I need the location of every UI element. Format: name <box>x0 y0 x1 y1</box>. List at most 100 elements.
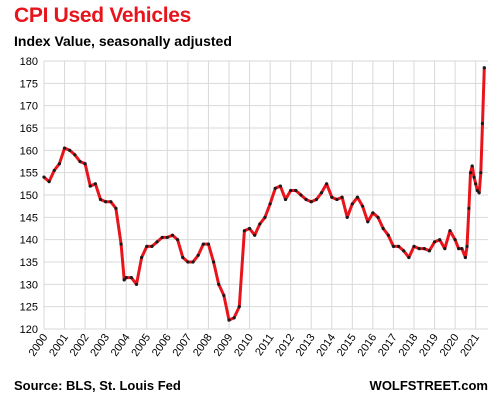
data-point <box>475 188 479 193</box>
data-point <box>253 233 257 237</box>
data-point <box>422 247 426 251</box>
y-tick-label: 130 <box>20 279 38 291</box>
data-point <box>299 193 303 197</box>
data-point <box>350 202 354 206</box>
data-point <box>355 195 360 199</box>
x-tick-label: 2014 <box>314 332 338 359</box>
data-point <box>42 175 46 179</box>
data-point <box>453 238 457 242</box>
data-point <box>309 200 313 204</box>
data-point <box>124 276 128 280</box>
data-point <box>438 238 442 242</box>
data-point <box>83 162 87 166</box>
data-point <box>460 247 464 251</box>
data-point <box>467 206 471 210</box>
data-point <box>278 184 282 188</box>
y-tick-label: 135 <box>20 257 38 269</box>
data-point <box>463 255 467 260</box>
data-point <box>104 200 108 204</box>
data-point <box>68 148 72 152</box>
data-point <box>432 240 437 244</box>
data-point <box>47 180 51 184</box>
data-point <box>122 278 126 282</box>
data-point <box>160 235 164 240</box>
y-tick-label: 125 <box>20 302 38 314</box>
data-point <box>474 182 478 186</box>
y-tick-label: 170 <box>20 101 38 113</box>
data-point <box>457 247 461 251</box>
data-point <box>150 244 154 248</box>
data-point <box>191 260 195 264</box>
x-tick-label: 2015 <box>335 332 359 359</box>
data-point <box>258 222 262 226</box>
x-tick-label: 2003 <box>88 332 112 359</box>
data-point <box>330 195 334 199</box>
x-tick-label: 2016 <box>355 332 379 359</box>
x-tick-label: 2013 <box>294 332 318 359</box>
data-point <box>237 305 241 309</box>
data-point <box>391 244 396 248</box>
chart-title: CPI Used Vehicles <box>14 4 191 27</box>
x-axis-ticks: 2000200120022003200420052006200720082009… <box>27 332 483 359</box>
series-used-vehicles <box>42 66 486 322</box>
data-point <box>273 186 277 190</box>
data-point <box>165 235 169 240</box>
brand-logo-text: WOLFSTREET.com <box>369 378 488 393</box>
data-point <box>340 195 344 199</box>
data-point <box>427 249 432 253</box>
x-tick-label: 2005 <box>129 332 153 359</box>
data-point <box>381 226 385 231</box>
chart-subtitle: Index Value, seasonally adjusted <box>14 33 232 49</box>
data-point <box>482 66 486 70</box>
y-tick-label: 165 <box>20 123 38 135</box>
data-point <box>109 200 113 204</box>
x-tick-label: 2012 <box>273 332 297 359</box>
x-tick-label: 2008 <box>191 332 215 359</box>
y-tick-label: 180 <box>20 56 38 68</box>
data-point <box>402 249 406 253</box>
gridlines <box>43 60 488 330</box>
data-point <box>176 238 180 242</box>
x-tick-label: 2011 <box>253 332 276 358</box>
data-point <box>129 276 133 280</box>
source-note: Source: BLS, St. Louis Fed <box>14 378 181 393</box>
data-point <box>443 247 447 251</box>
data-point <box>412 244 416 248</box>
data-point <box>170 233 175 237</box>
data-point <box>155 240 159 244</box>
data-point <box>470 164 474 168</box>
data-point <box>73 153 77 157</box>
data-point <box>88 184 92 188</box>
data-point <box>186 260 190 264</box>
y-tick-label: 175 <box>20 78 38 90</box>
data-point <box>247 226 252 231</box>
x-tick-label: 2020 <box>438 332 462 359</box>
data-point <box>407 255 411 260</box>
data-point <box>477 191 481 195</box>
data-point <box>371 211 375 215</box>
data-point <box>386 233 390 237</box>
data-point <box>335 197 339 202</box>
y-tick-label: 145 <box>20 212 38 224</box>
data-point <box>479 171 483 175</box>
data-point <box>283 197 288 202</box>
data-point <box>201 242 205 246</box>
data-point <box>314 197 318 202</box>
x-tick-label: 2010 <box>232 332 256 359</box>
x-tick-label: 2001 <box>47 332 71 359</box>
data-point <box>448 229 452 233</box>
data-point <box>206 242 211 246</box>
y-tick-label: 150 <box>20 190 38 202</box>
data-point <box>98 197 103 202</box>
series-line <box>43 67 486 322</box>
data-point <box>263 215 267 219</box>
x-tick-label: 2021 <box>458 332 482 359</box>
x-tick-label: 2004 <box>109 332 133 359</box>
data-point <box>145 244 149 248</box>
data-point <box>304 197 308 202</box>
data-point <box>78 159 82 164</box>
data-point <box>140 255 144 260</box>
data-point <box>114 206 118 210</box>
data-point <box>376 215 380 219</box>
data-point <box>396 244 401 248</box>
